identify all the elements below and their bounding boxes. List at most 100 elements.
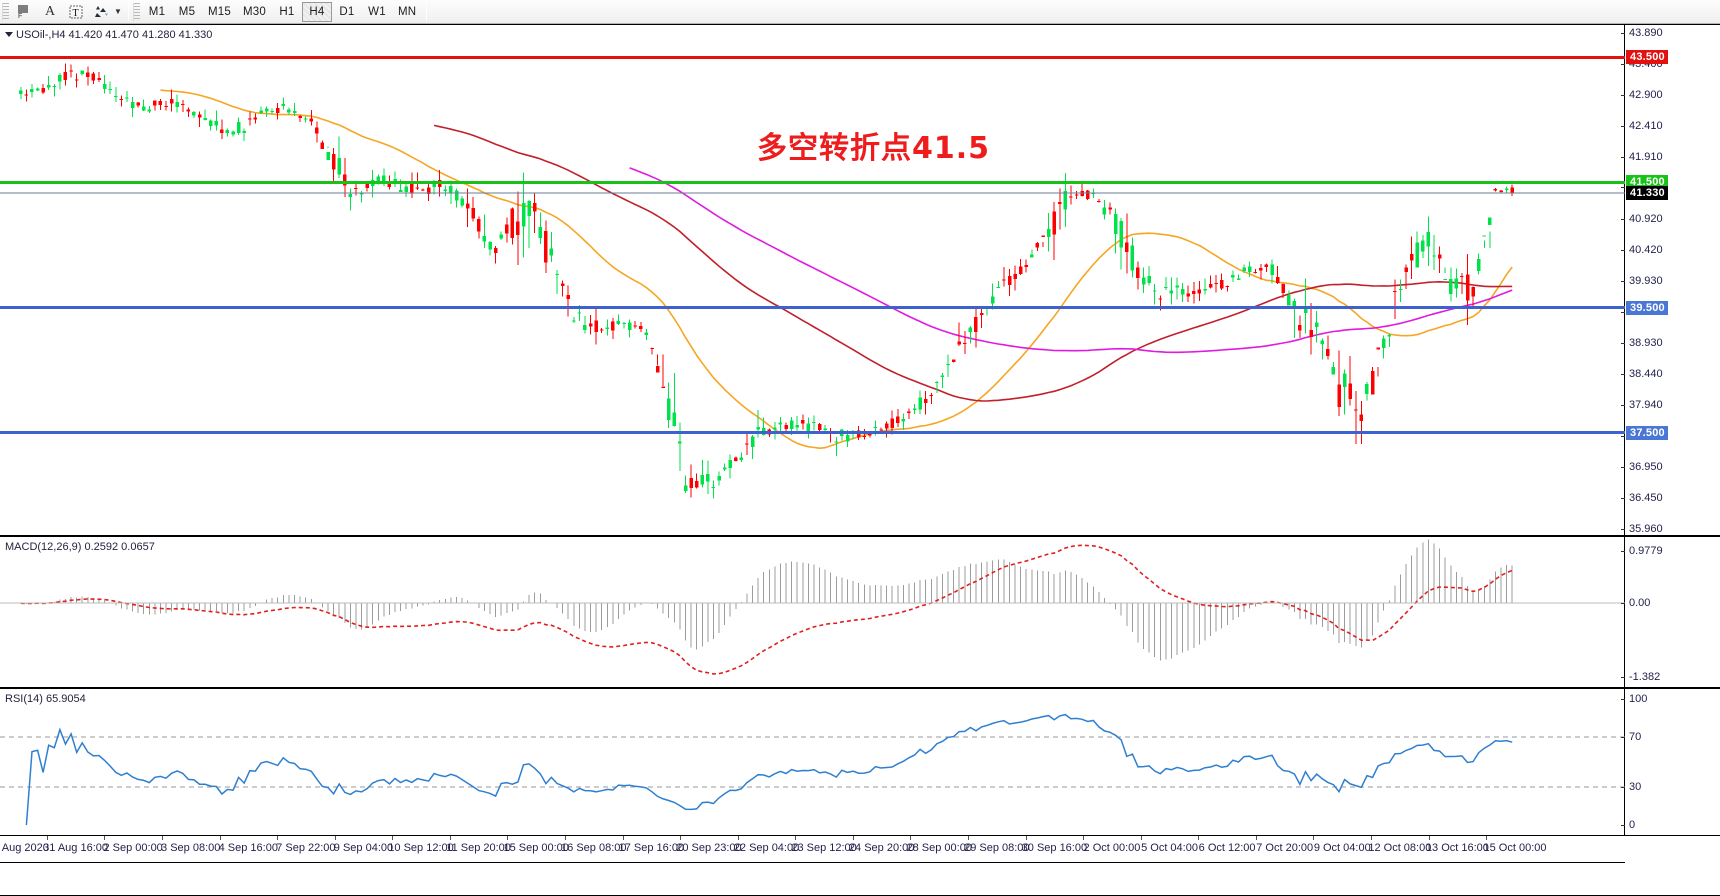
support-39500-tag[interactable]: 39.500: [1626, 300, 1668, 315]
price-tick: 40.420: [1629, 244, 1663, 257]
rsi-tickmark: [1621, 736, 1625, 738]
rsi-tickmark: [1621, 825, 1625, 826]
time-label: 12 Oct 08:00: [1368, 842, 1432, 854]
timeframe-m5[interactable]: M5: [178, 5, 196, 18]
time-label: 7 Oct 20:00: [1256, 842, 1314, 854]
time-label: 30 Sep 16:00: [1021, 842, 1088, 854]
price-tickmark: [1621, 529, 1625, 530]
price-tickmark: [1621, 405, 1625, 407]
time-tickmark: [1198, 836, 1200, 840]
time-tickmark: [852, 836, 854, 840]
time-label: 15 Oct 00:00: [1483, 842, 1547, 854]
macd-indicator-label: MACD(12,26,9) 0.2592 0.0657: [5, 541, 155, 553]
price-plot[interactable]: [0, 25, 1625, 535]
price-tickmark: [1621, 250, 1625, 252]
chart-container: 43.89043.40042.90042.41041.91041.42040.9…: [0, 24, 1720, 896]
support-37500-tag[interactable]: 37.500: [1626, 425, 1668, 440]
macd-tickmark: [1621, 603, 1625, 605]
timeframe-w1[interactable]: W1: [368, 5, 386, 18]
time-label: 29 Sep 08:00: [964, 842, 1030, 854]
svg-text:F: F: [18, 13, 22, 19]
time-label: 31 Aug 16:00: [43, 842, 108, 854]
text-A-icon[interactable]: A: [44, 3, 56, 19]
price-pane[interactable]: 43.89043.40042.90042.41041.91041.42040.9…: [0, 24, 1720, 536]
time-label: 3 Sep 08:00: [161, 842, 221, 854]
time-tickmark: [737, 836, 739, 840]
resistance-43500-tag[interactable]: 43.500: [1626, 50, 1668, 65]
toolbar-separator-2: [426, 2, 428, 21]
time-tickmark: [1255, 836, 1257, 840]
rsi-tickmark: [1621, 787, 1625, 789]
time-tickmark: [795, 836, 797, 840]
macd-tick: 0.9779: [1629, 545, 1663, 557]
time-label: 5 Oct 04:00: [1141, 842, 1198, 854]
price-tickmark: [1621, 187, 1625, 189]
time-label: 2 Sep 00:00: [103, 842, 163, 854]
time-label: 15 Sep 00:00: [503, 842, 569, 854]
chart-annotation: 多空转折点41.5: [757, 131, 991, 166]
pivot-41500-tag[interactable]: 41.500: [1626, 175, 1668, 190]
time-tickmark: [104, 836, 106, 840]
collapse-caret-icon[interactable]: [5, 32, 13, 37]
price-tickmark: [1621, 94, 1625, 96]
time-tickmark: [392, 836, 394, 840]
macd-tick: 0.00: [1629, 597, 1651, 610]
crosshair-icon[interactable]: F: [11, 1, 37, 23]
last-price-41330-tag[interactable]: 41.330: [1626, 186, 1668, 201]
time-tickmark: [1428, 836, 1430, 840]
timeframe-h4[interactable]: H4: [301, 1, 332, 22]
symbol-ohlc-label: USOil-,H4 41.420 41.470 41.280 41.330: [5, 29, 212, 41]
text-label-icon[interactable]: T: [63, 1, 89, 23]
objects-icon[interactable]: [89, 1, 115, 23]
svg-text:T: T: [73, 8, 79, 19]
price-tickmark: [1621, 498, 1625, 500]
macd-pane[interactable]: 0.9779 0.00 -1.382 MACD(12,26,9) 0.2592 0.…: [0, 536, 1720, 688]
time-tickmark: [968, 836, 970, 840]
time-label: 20 Sep 23:00: [676, 842, 742, 854]
toolbar-grip[interactable]: [2, 2, 9, 21]
time-tickmark: [1140, 836, 1142, 840]
rsi-tick: 70: [1629, 730, 1642, 743]
time-label: 13 Oct 16:00: [1425, 842, 1489, 854]
price-tickmark: [1621, 311, 1625, 313]
rsi-pane[interactable]: 100 70 30 0 RSI(14) 65.9054: [0, 688, 1720, 836]
rsi-plot[interactable]: [0, 689, 1625, 835]
time-label: 9 Sep 04:00: [333, 842, 394, 854]
toolbar: F A T ▼ M1 M5 M15 M30 H1 H4 D1 W1 MN: [0, 0, 1720, 24]
price-tickmark: [1621, 467, 1625, 469]
timeframe-mn[interactable]: MN: [397, 5, 417, 18]
timeframe-m15[interactable]: M15: [208, 5, 231, 18]
time-label: 16 Sep 08:00: [561, 842, 627, 854]
time-axis-rule: [0, 862, 1625, 863]
rsi-axis[interactable]: 100 70 30 0: [1621, 689, 1720, 835]
timeframe-h1[interactable]: H1: [279, 5, 295, 18]
time-tickmark: [564, 836, 566, 840]
time-tickmark: [680, 836, 682, 840]
rsi-indicator-label: RSI(14) 65.9054: [5, 693, 86, 705]
timeframe-grip[interactable]: [133, 2, 140, 21]
macd-tick: -1.382: [1629, 671, 1661, 683]
price-tick: 43.890: [1629, 27, 1663, 39]
macd-plot[interactable]: [0, 537, 1625, 687]
macd-tickmark: [1621, 677, 1625, 678]
price-tick: 42.410: [1629, 119, 1663, 132]
macd-axis[interactable]: 0.9779 0.00 -1.382: [1621, 537, 1720, 687]
time-tickmark: [1486, 836, 1488, 840]
price-tickmark: [1621, 280, 1625, 282]
price-tick: 40.920: [1629, 212, 1663, 225]
time-tickmark: [507, 836, 509, 840]
chevron-down-icon[interactable]: ▼: [114, 7, 122, 16]
price-tick: 41.910: [1629, 150, 1663, 163]
timeframe-m1[interactable]: M1: [148, 5, 166, 18]
price-axis[interactable]: 43.89043.40042.90042.41041.91041.42040.9…: [1621, 25, 1720, 535]
timeframe-m30[interactable]: M30: [242, 5, 266, 18]
rsi-tick: 0: [1629, 819, 1636, 831]
price-tickmark: [1621, 343, 1625, 345]
timeframe-d1[interactable]: D1: [339, 5, 355, 18]
price-tick: 36.450: [1629, 492, 1663, 505]
time-label: 28 Sep 00:00: [906, 842, 972, 854]
price-tickmark: [1621, 436, 1625, 438]
rsi-tick: 30: [1629, 781, 1642, 794]
time-label: 23 Sep 12:00: [791, 842, 857, 854]
